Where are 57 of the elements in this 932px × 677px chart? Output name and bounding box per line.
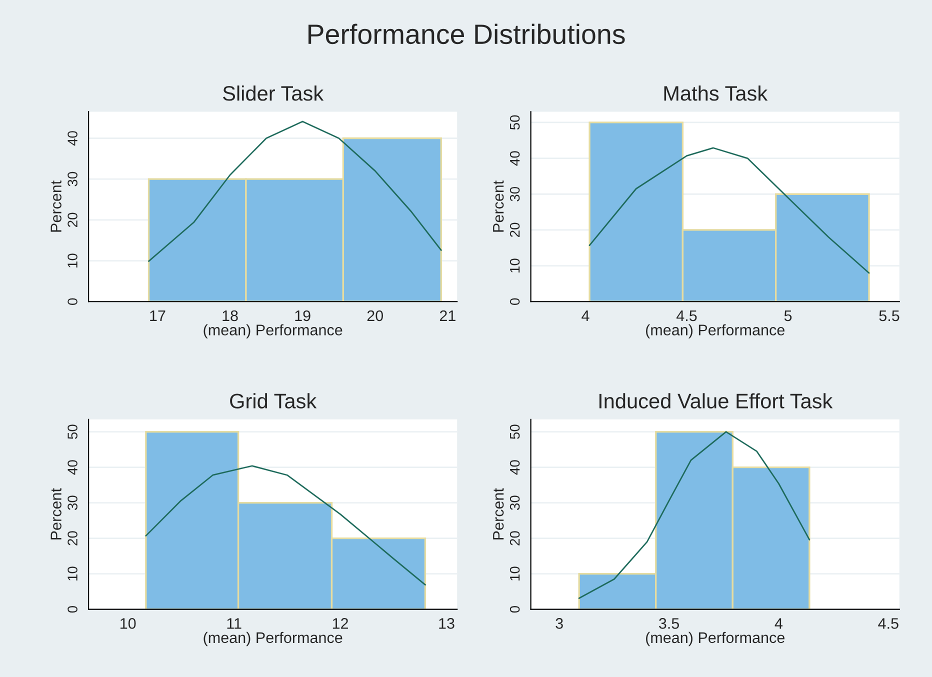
y-tick-label: 30: [510, 186, 520, 202]
text: Performance Distributions: [308, 24, 625, 44]
x-tick-label: 4: [774, 618, 783, 629]
y-axis-title: Percent: [50, 180, 62, 232]
y-tick-label: 30: [510, 496, 520, 510]
x-axis-title: (mean) Performance: [204, 632, 342, 646]
y-tick-label: 10: [510, 258, 520, 272]
y-tick-label: 50: [510, 424, 520, 439]
x-tick-label: 4: [582, 310, 590, 322]
y-tick-label: 20: [510, 222, 520, 237]
x-tick-label: 4.5: [878, 618, 898, 629]
y-axis-title: Percent: [493, 180, 504, 232]
y-tick-label: 30: [68, 172, 78, 186]
chart-title: Induced Value Effort Task: [599, 393, 833, 408]
y-tick-label: 0: [68, 606, 78, 613]
y-tick-label: 0: [68, 298, 78, 305]
x-tick-label: 4.5: [676, 310, 697, 322]
line-series: [588, 147, 870, 274]
y-tick-label: 20: [68, 531, 78, 546]
y-tick-label: 50: [510, 115, 520, 130]
y-tick-label: 40: [68, 460, 78, 475]
y-axis-title: Percent: [50, 488, 62, 540]
y-tick-label: 40: [68, 131, 78, 146]
line-series: [145, 465, 426, 586]
x-tick-label: 3: [556, 618, 563, 629]
y-tick-label: 0: [510, 606, 520, 613]
y-tick-label: 40: [510, 460, 520, 475]
x-tick-label: 17: [150, 310, 166, 322]
x-tick-label: 18: [222, 310, 238, 322]
x-tick-label: 19: [295, 310, 310, 322]
chart-title: Maths Task: [664, 85, 768, 101]
line-series: [578, 431, 810, 599]
x-tick-label: 12: [332, 618, 348, 629]
y-axis-title: Percent: [493, 488, 504, 540]
x-axis-title: (mean) Performance: [646, 324, 784, 338]
chart-title: Slider Task: [223, 85, 324, 101]
x-tick-label: 3.5: [658, 618, 680, 629]
y-tick-label: 10: [510, 566, 520, 580]
y-tick-label: 40: [510, 151, 520, 166]
x-tick-label: 5.5: [879, 310, 900, 322]
y-tick-label: 20: [510, 531, 520, 546]
y-tick-label: 20: [68, 212, 78, 227]
y-tick-label: 0: [510, 298, 520, 305]
line-series: [148, 120, 442, 262]
x-tick-label: 20: [367, 310, 384, 322]
y-tick-label: 10: [68, 254, 78, 268]
x-axis-title: (mean) Performance: [646, 632, 784, 646]
x-tick-label: 21: [440, 310, 456, 322]
x-tick-label: 10: [120, 618, 136, 629]
x-tick-label: 11: [227, 618, 242, 629]
chart-title: Grid Task: [230, 393, 317, 408]
x-axis-title: (mean) Performance: [204, 324, 342, 338]
y-tick-label: 30: [68, 496, 78, 510]
y-tick-label: 50: [68, 424, 78, 439]
x-tick-label: 5: [784, 310, 792, 322]
y-tick-label: 10: [68, 566, 78, 580]
x-tick-label: 13: [439, 618, 454, 629]
